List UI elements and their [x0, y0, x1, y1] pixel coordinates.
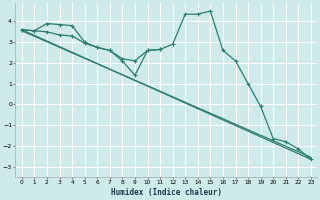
X-axis label: Humidex (Indice chaleur): Humidex (Indice chaleur)	[111, 188, 222, 197]
